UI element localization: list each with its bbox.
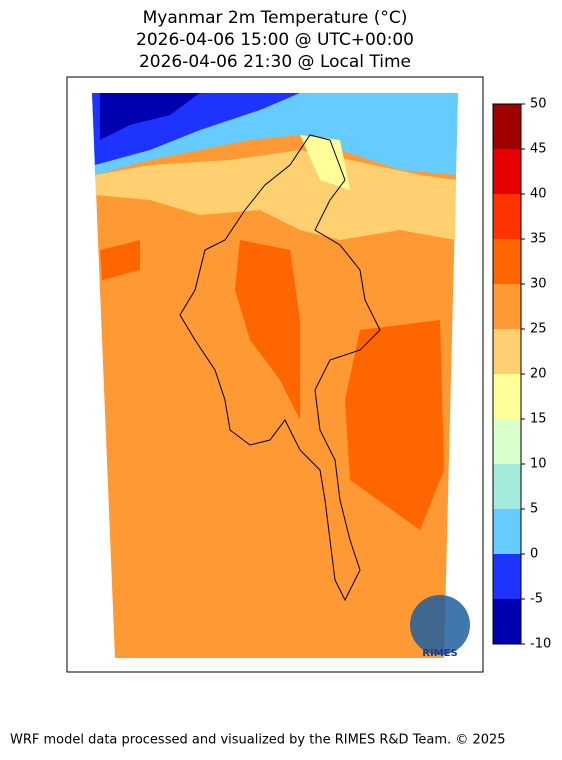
footer: WRF model data processed and visualized … [10,733,506,748]
colorbar-tick-label: -5 [530,592,543,607]
colorbar-tick-label: 15 [530,412,547,427]
colorbar-tick-label: 20 [530,367,547,382]
colorbar-tick-label: -10 [530,637,551,652]
logo-text: RIMES [422,648,457,659]
colorbar-band [493,329,521,374]
colorbar-band [493,599,521,644]
colorbar-band [493,374,521,419]
hot-zone [100,240,140,280]
title-line: 2026-04-06 21:30 @ Local Time [139,52,411,72]
colorbar-tick-label: 5 [530,502,538,517]
warm-zone [95,150,456,240]
colorbar: -10 -5 0 5 10 15 20 25 30 35 40 45 50 [492,97,551,652]
colorbar-tick-label: 30 [530,277,547,292]
colorbar-band [493,149,521,194]
map: RIMES [66,76,484,673]
coldest-zone [100,93,200,140]
colorbar-tick-label: 35 [530,232,547,247]
colorbar-band [493,464,521,509]
logo-circle [410,595,470,655]
mild-zone [300,135,350,190]
colorbar-band [493,554,521,599]
hot-zone [235,240,300,420]
colorbar-band [493,284,521,329]
colorbar-band [493,239,521,284]
title-line: 2026-04-06 15:00 @ UTC+00:00 [136,30,414,50]
title-line: Myanmar 2m Temperature (°C) [143,8,408,28]
colorbar-tick-label: 40 [530,187,547,202]
colorbar-band [493,194,521,239]
colorbar-tick-label: 10 [530,457,547,472]
colorbar-band [493,104,521,149]
colorbar-band [493,509,521,554]
colorbar-tick-label: 45 [530,142,547,157]
country-outline [179,134,381,602]
hot-zone [345,320,444,530]
colorbar-tick-label: 0 [530,547,538,562]
colorbar-tick-label: 25 [530,322,547,337]
colorbar-tick-label: 50 [530,97,547,112]
colorbar-band [493,419,521,464]
